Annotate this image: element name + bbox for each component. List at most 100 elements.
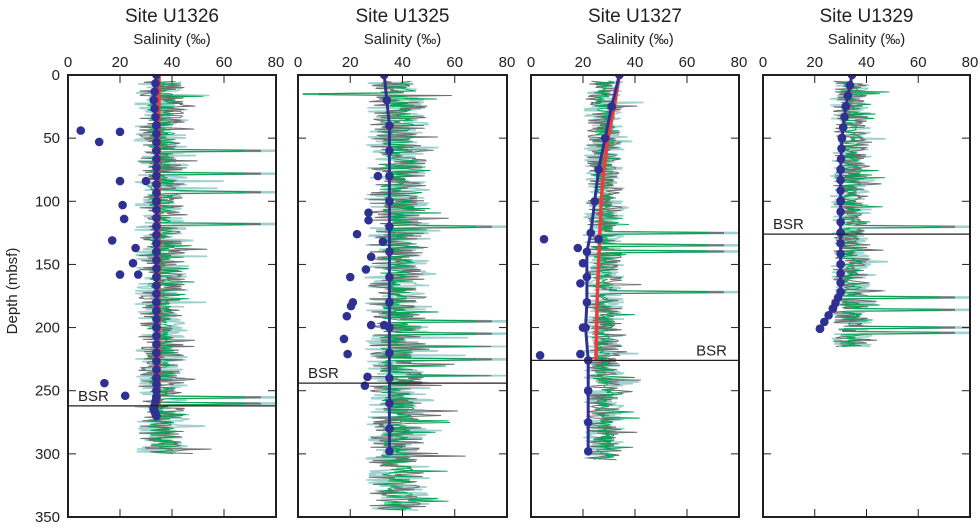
porewater-point bbox=[841, 101, 851, 111]
x-tick-label: 40 bbox=[858, 54, 875, 71]
x-axis-title: Salinity (‰) bbox=[364, 31, 442, 48]
outlier-point bbox=[343, 349, 352, 359]
x-tick-label: 60 bbox=[679, 54, 696, 71]
outlier-point bbox=[366, 252, 376, 262]
outlier-point bbox=[133, 270, 143, 279]
porewater-point bbox=[820, 317, 829, 327]
porewater-point bbox=[583, 417, 593, 427]
porewater-point bbox=[152, 281, 161, 290]
porewater-point bbox=[152, 365, 161, 374]
porewater-point bbox=[152, 188, 161, 197]
log-trace-green bbox=[839, 80, 940, 347]
porewater-point bbox=[152, 163, 161, 172]
plot-area bbox=[535, 75, 739, 461]
plot-area bbox=[302, 75, 507, 511]
porewater-point bbox=[150, 87, 159, 96]
y-tick-label: 100 bbox=[35, 193, 60, 210]
outlier-point bbox=[576, 349, 585, 359]
outlier-point bbox=[131, 243, 140, 253]
porewater-point bbox=[836, 269, 845, 278]
porewater-point bbox=[385, 373, 394, 383]
outlier-point bbox=[535, 351, 545, 360]
porewater-profile-line bbox=[382, 75, 391, 452]
outlier-point bbox=[373, 171, 383, 181]
x-tick-label: 60 bbox=[910, 54, 927, 71]
porewater-point bbox=[583, 447, 593, 456]
x-tick-label: 0 bbox=[64, 54, 72, 71]
porewater-point bbox=[594, 165, 603, 175]
outlier-point bbox=[76, 126, 86, 135]
outlier-point bbox=[578, 323, 588, 332]
porewater-point bbox=[152, 120, 161, 130]
y-tick-label: 250 bbox=[35, 383, 60, 400]
outlier-point bbox=[379, 320, 389, 330]
outlier-point bbox=[539, 234, 549, 244]
porewater-point bbox=[586, 228, 596, 238]
y-axis-title: Depth (mbsf) bbox=[4, 248, 21, 335]
porewater-point bbox=[152, 380, 161, 389]
panel-site-u1329: Site U1329 Salinity (‰) BSR 0 20 40 60 80 bbox=[759, 6, 978, 518]
outlier-point bbox=[361, 265, 371, 274]
porewater-point bbox=[152, 314, 161, 324]
outlier-point bbox=[120, 391, 130, 401]
porewater-point bbox=[151, 79, 160, 88]
porewater-point bbox=[836, 186, 845, 195]
outlier-point bbox=[115, 176, 125, 186]
porewater-point bbox=[600, 133, 610, 143]
x-axis-title: Salinity (‰) bbox=[596, 31, 674, 48]
porewater-point bbox=[152, 373, 161, 383]
porewater-point bbox=[837, 133, 847, 143]
outlier-point bbox=[364, 208, 373, 217]
outlier-point bbox=[118, 200, 127, 210]
porewater-point bbox=[582, 247, 592, 257]
porewater-point bbox=[379, 75, 389, 80]
porewater-point bbox=[840, 112, 849, 122]
y-tick-label: 350 bbox=[35, 509, 60, 526]
x-tick-label: 0 bbox=[527, 54, 535, 71]
porewater-point bbox=[836, 196, 845, 206]
porewater-point bbox=[385, 171, 394, 181]
porewater-point bbox=[590, 196, 599, 206]
outlier-point bbox=[363, 372, 372, 382]
x-axis-title: Salinity (‰) bbox=[828, 31, 906, 48]
porewater-point bbox=[838, 123, 848, 132]
porewater-point bbox=[151, 112, 160, 122]
porewater-point bbox=[385, 424, 394, 433]
porewater-point bbox=[152, 356, 161, 366]
bsr-label: BSR bbox=[78, 388, 109, 405]
x-tick-label: 80 bbox=[268, 54, 285, 71]
porewater-point bbox=[836, 165, 845, 174]
porewater-point bbox=[385, 247, 394, 257]
outlier-point bbox=[364, 215, 373, 225]
porewater-point bbox=[385, 121, 394, 130]
outlier-point bbox=[573, 243, 583, 253]
outlier-point bbox=[352, 229, 362, 239]
porewater-point bbox=[837, 144, 846, 153]
porewater-point bbox=[836, 238, 845, 248]
porewater-point bbox=[152, 323, 161, 332]
outlier-point bbox=[115, 127, 125, 137]
outlier-point bbox=[576, 279, 585, 288]
porewater-point bbox=[152, 154, 161, 164]
porewater-point bbox=[583, 386, 593, 396]
porewater-point bbox=[385, 447, 394, 456]
porewater-point bbox=[607, 102, 616, 111]
y-tick-label: 0 bbox=[52, 67, 60, 84]
x-tick-label: 20 bbox=[112, 54, 129, 71]
porewater-point bbox=[152, 213, 161, 223]
bsr-label: BSR bbox=[696, 342, 727, 359]
porewater-point bbox=[385, 196, 394, 206]
porewater-point bbox=[152, 331, 161, 341]
outlier-point bbox=[107, 236, 117, 245]
porewater-point bbox=[152, 238, 161, 248]
porewater-point bbox=[815, 324, 825, 333]
porewater-point bbox=[385, 146, 394, 156]
porewater-point bbox=[847, 75, 857, 80]
outlier-point bbox=[339, 334, 349, 344]
x-tick-label: 40 bbox=[394, 54, 411, 71]
porewater-point bbox=[152, 171, 161, 181]
x-tick-label: 60 bbox=[216, 54, 233, 71]
outlier-point bbox=[342, 311, 352, 321]
panel-site-u1325: Site U1325 Salinity (‰) BSR 0 20 40 60 80 bbox=[294, 6, 515, 518]
